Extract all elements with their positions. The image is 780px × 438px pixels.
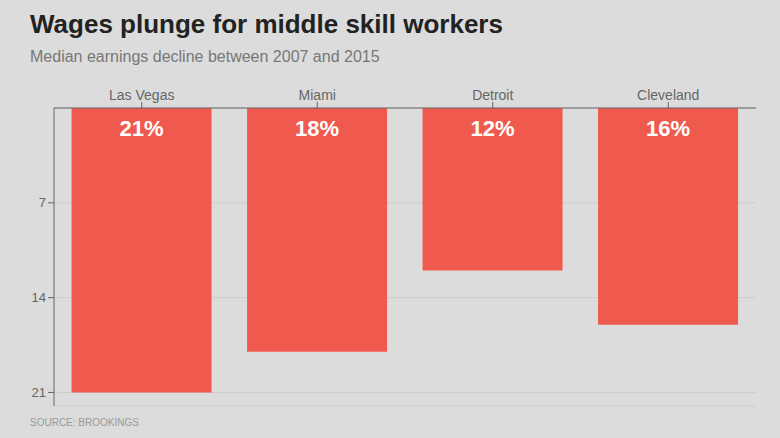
svg-text:16%: 16% xyxy=(646,116,690,141)
svg-text:21: 21 xyxy=(32,385,46,400)
svg-text:14: 14 xyxy=(32,290,46,305)
svg-text:Cleveland: Cleveland xyxy=(637,87,699,103)
svg-text:7: 7 xyxy=(39,195,46,210)
html-text:SOURCE: BROOKINGS: SOURCE: BROOKINGS xyxy=(30,417,139,428)
svg-text:12%: 12% xyxy=(471,116,515,141)
svg-text:18%: 18% xyxy=(295,116,339,141)
svg-text:Detroit: Detroit xyxy=(472,87,513,103)
svg-text:Miami: Miami xyxy=(299,87,336,103)
svg-text:21%: 21% xyxy=(120,116,164,141)
html-text:Wages plunge for middle skill: Wages plunge for middle skill workers xyxy=(30,9,503,39)
svg-text:Las Vegas: Las Vegas xyxy=(109,87,174,103)
html-text:Median earnings decline betwee: Median earnings decline between 2007 and… xyxy=(30,48,380,65)
